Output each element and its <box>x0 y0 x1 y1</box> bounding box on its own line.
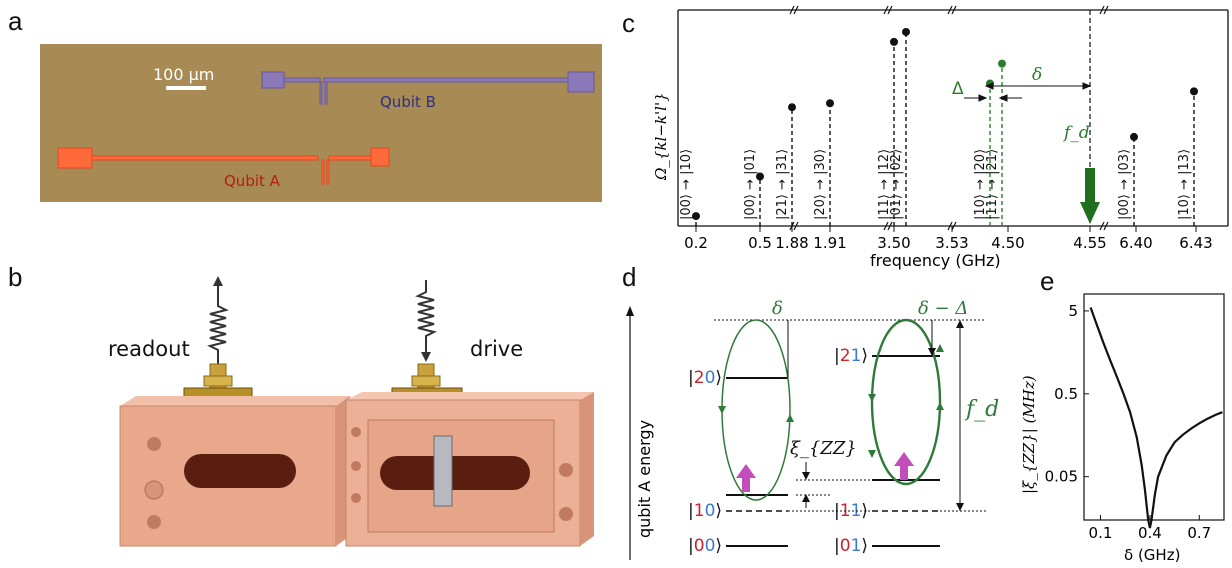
level-label: |11⟩ <box>834 501 868 521</box>
left-levels <box>726 377 788 547</box>
panel-c-axes <box>677 9 1229 227</box>
qubit-a-label: Qubit A <box>224 172 281 190</box>
transition-label: |10⟩ → |13⟩ <box>1177 149 1192 220</box>
panel-c-ylabel: Ω_{kl−k'l'} <box>652 92 670 181</box>
x-tick-label: 6.40 <box>1119 234 1152 252</box>
panel-e-ylabel: |ξ_{ZZ}| (MHz) <box>1020 375 1038 494</box>
panel-c-xlabel: frequency (GHz) <box>870 251 1001 270</box>
x-tick-label: 1.88 <box>775 234 808 252</box>
x-tick-label: 3.50 <box>877 234 910 252</box>
x-tick-label: 0.1 <box>1089 524 1113 542</box>
panel-letter-e: e <box>1040 266 1055 296</box>
xi-label: ξ_{ZZ} <box>790 438 857 459</box>
panel-b-package-image: readout drive <box>108 276 594 547</box>
axis-breaks <box>789 5 1109 231</box>
level-label: |20⟩ <box>688 368 722 388</box>
level-label: |21⟩ <box>834 346 868 366</box>
readout-label: readout <box>108 337 190 361</box>
fd-label-d: f_d <box>964 397 999 422</box>
x-tick-label: 4.50 <box>991 234 1024 252</box>
xi-zz-curve <box>1089 307 1223 529</box>
transition-label: |00⟩ → |01⟩ <box>743 149 758 220</box>
level-label: |00⟩ <box>688 536 722 556</box>
transition-label: |01⟩ → |02⟩ <box>889 149 904 220</box>
fd-arrow-bottom <box>956 503 964 511</box>
level-label: |10⟩ <box>688 501 722 521</box>
loop-arrows <box>718 344 944 458</box>
transition-label: |11⟩ → |12⟩ <box>877 149 892 220</box>
readout-connector <box>183 363 253 399</box>
left-delta-label: δ <box>772 298 783 319</box>
x-tick-label: 0.5 <box>748 234 772 252</box>
panel-a-chip-image: 100 μm Qubit B Qubit A <box>40 44 602 202</box>
transition-point <box>1130 132 1138 141</box>
panel-letter-c: c <box>622 8 635 38</box>
transition-point <box>902 27 910 36</box>
fd-arrow-top <box>956 320 964 328</box>
y-tick-label: 0.05 <box>1045 468 1078 486</box>
scalebar <box>166 86 206 90</box>
delta-label: Δ <box>952 79 964 99</box>
transition-label: |11⟩ → |21⟩ <box>985 149 1000 220</box>
small-delta-label: δ <box>1032 65 1042 85</box>
transition-point <box>692 212 700 221</box>
drive-arrow <box>1080 168 1100 224</box>
panel-e-xlabel: δ (GHz) <box>1124 546 1180 564</box>
y-tick-label: 5 <box>1068 302 1078 320</box>
left-transition-loop <box>721 319 791 501</box>
panel-e-plot-frame <box>1083 293 1225 521</box>
left-copper-block <box>119 396 350 547</box>
transition-label: |00⟩ → |10⟩ <box>679 149 694 220</box>
panel-letter-a: a <box>8 6 23 36</box>
x-tick-label: 0.7 <box>1187 524 1211 542</box>
panel-c-spectrum: Ω_{kl−k'l'} |00⟩ → |10⟩ |00⟩ → |01⟩ |21⟩ →… <box>652 5 1229 270</box>
right-delta-label: δ − Δ <box>918 298 968 319</box>
transition-point <box>998 59 1006 68</box>
transition-point <box>756 172 764 181</box>
drive-line <box>415 280 437 362</box>
x-tick-label: 6.43 <box>1179 234 1212 252</box>
fd-label: f_d <box>1062 123 1090 143</box>
transition-point <box>788 103 796 112</box>
xi-arrow-top <box>802 472 810 480</box>
panel-letter-b: b <box>8 262 23 292</box>
x-tick-label: 0.4 <box>1138 524 1162 542</box>
energy-axis-arrow <box>626 306 634 316</box>
panel-letter-d: d <box>622 262 637 292</box>
right-levels <box>872 355 940 547</box>
x-tick-label: 4.55 <box>1073 234 1106 252</box>
y-tick-label: 0.5 <box>1054 385 1078 403</box>
small-delta-annotation <box>984 82 1092 90</box>
scalebar-label: 100 μm <box>153 65 214 84</box>
drive-label: drive <box>470 337 523 361</box>
panel-d-ylabel: qubit A energy <box>635 420 654 538</box>
qubit-b-structure <box>261 71 595 105</box>
pump-arrows <box>736 452 914 492</box>
qubit-b-label: Qubit B <box>380 93 436 111</box>
delta-annotation <box>964 94 1022 102</box>
delta-right-arrow <box>928 348 936 356</box>
x-tick-label: 1.91 <box>813 234 846 252</box>
transition-point <box>890 37 898 46</box>
qubit-a-structure <box>57 147 390 185</box>
transition-point <box>826 99 834 108</box>
x-tick-label: 3.53 <box>935 234 968 252</box>
transition-label: |21⟩ → |31⟩ <box>775 149 790 220</box>
chip-substrate <box>40 44 602 202</box>
transition-label: |00⟩ → |03⟩ <box>1117 149 1132 220</box>
readout-line <box>207 276 229 364</box>
right-copper-block <box>345 392 594 547</box>
panel-e-chart: |ξ_{ZZ}| (MHz) 5 0.5 0.05 0.1 0.4 0.7 δ (GHz… <box>1020 293 1225 564</box>
transition-label: |10⟩ → |20⟩ <box>973 149 988 220</box>
x-tick-label: 0.2 <box>684 234 708 252</box>
xi-arrow-bottom <box>802 494 810 502</box>
transition-point <box>1190 87 1198 96</box>
transition-label: |20⟩ → |30⟩ <box>813 149 828 220</box>
panel-d-energy-diagram: qubit A energy |20⟩ |10⟩ |00⟩ |21⟩ |11⟩ |01⟩ <box>626 298 999 560</box>
level-label: |01⟩ <box>834 536 868 556</box>
